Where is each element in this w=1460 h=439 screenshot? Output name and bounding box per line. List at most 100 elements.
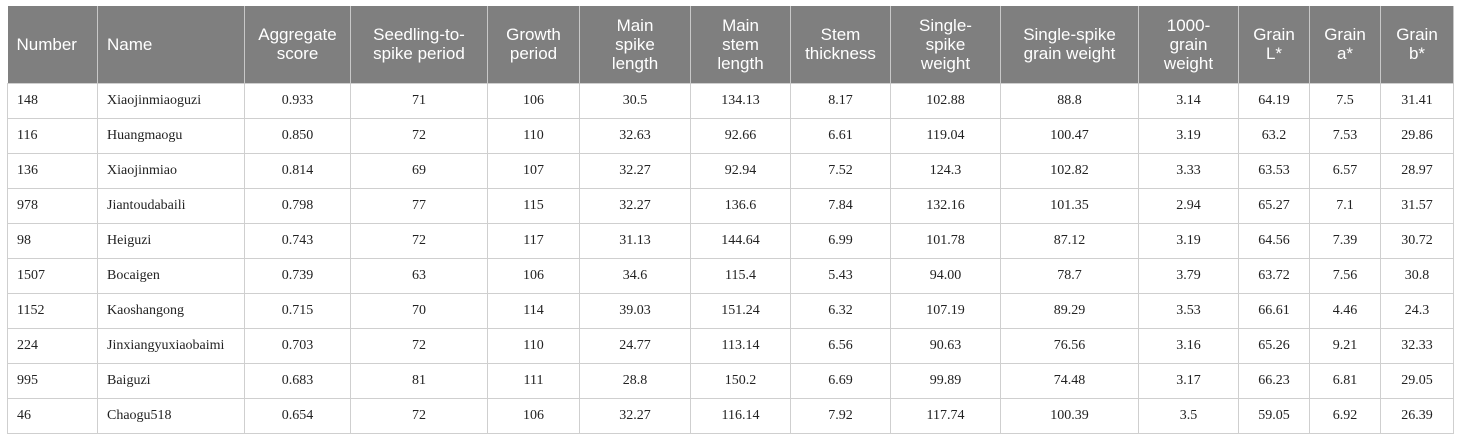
cell-single-spike-grain-weight: 76.56 — [1000, 327, 1139, 364]
cell-grain-l: 65.27 — [1238, 187, 1310, 224]
cell-number: 98 — [7, 222, 98, 259]
cell-main-spike-length: 28.8 — [579, 362, 691, 399]
header-grain-l: Grain L* — [1238, 6, 1310, 83]
cell-name: Xiaojinmiao — [97, 152, 245, 189]
header-main-spike-length: Main spike length — [579, 6, 691, 83]
cell-seedling-to-spike-period: 72 — [350, 222, 488, 259]
cell-grain-b: 29.05 — [1380, 362, 1454, 399]
cell-number: 224 — [7, 327, 98, 364]
header-single-spike-grain-weight: Single-spike grain weight — [1000, 6, 1139, 83]
table-row: 46 Chaogu518 0.654 72 106 32.27 116.14 7.92 117.… — [7, 397, 1454, 434]
cell-seedling-to-spike-period: 70 — [350, 292, 488, 329]
cell-growth-period: 114 — [487, 292, 580, 329]
cell-1000-grain-weight: 3.79 — [1138, 257, 1239, 294]
cell-stem-thickness: 6.56 — [790, 327, 891, 364]
cell-grain-b: 30.8 — [1380, 257, 1454, 294]
cell-main-spike-length: 32.27 — [579, 397, 691, 434]
table-header: Number Name Aggregate score Seedling-to-… — [7, 6, 1454, 83]
cell-aggregate-score: 0.933 — [244, 82, 351, 119]
cell-main-spike-length: 32.63 — [579, 117, 691, 154]
header-grain-a: Grain a* — [1309, 6, 1381, 83]
cell-stem-thickness: 7.52 — [790, 152, 891, 189]
cell-stem-thickness: 7.84 — [790, 187, 891, 224]
cell-aggregate-score: 0.743 — [244, 222, 351, 259]
cell-single-spike-grain-weight: 87.12 — [1000, 222, 1139, 259]
cell-grain-l: 65.26 — [1238, 327, 1310, 364]
cell-1000-grain-weight: 3.19 — [1138, 222, 1239, 259]
cell-1000-grain-weight: 2.94 — [1138, 187, 1239, 224]
cell-1000-grain-weight: 3.16 — [1138, 327, 1239, 364]
cell-aggregate-score: 0.703 — [244, 327, 351, 364]
cell-growth-period: 106 — [487, 257, 580, 294]
cell-number: 148 — [7, 82, 98, 119]
cell-growth-period: 106 — [487, 397, 580, 434]
cell-main-spike-length: 24.77 — [579, 327, 691, 364]
cell-stem-thickness: 8.17 — [790, 82, 891, 119]
cell-single-spike-weight: 99.89 — [890, 362, 1001, 399]
header-name: Name — [97, 6, 245, 83]
cell-main-stem-length: 115.4 — [690, 257, 791, 294]
cell-seedling-to-spike-period: 72 — [350, 327, 488, 364]
cell-aggregate-score: 0.654 — [244, 397, 351, 434]
cell-grain-b: 29.86 — [1380, 117, 1454, 154]
cell-single-spike-weight: 124.3 — [890, 152, 1001, 189]
header-single-spike-weight: Single- spike weight — [890, 6, 1001, 83]
cell-main-stem-length: 150.2 — [690, 362, 791, 399]
cell-stem-thickness: 6.32 — [790, 292, 891, 329]
cell-main-stem-length: 92.94 — [690, 152, 791, 189]
cell-main-spike-length: 39.03 — [579, 292, 691, 329]
cell-grain-a: 9.21 — [1309, 327, 1381, 364]
cell-main-stem-length: 113.14 — [690, 327, 791, 364]
table-body: 148 Xiaojinmiaoguzi 0.933 71 106 30.5 134.13 8.… — [7, 82, 1454, 434]
cell-grain-l: 66.23 — [1238, 362, 1310, 399]
cell-grain-l: 66.61 — [1238, 292, 1310, 329]
cell-single-spike-grain-weight: 101.35 — [1000, 187, 1139, 224]
cell-grain-b: 32.33 — [1380, 327, 1454, 364]
cell-stem-thickness: 7.92 — [790, 397, 891, 434]
table-row: 995 Baiguzi 0.683 81 111 28.8 150.2 6.69 99.89 74… — [7, 362, 1454, 399]
header-aggregate-score: Aggregate score — [244, 6, 351, 83]
cell-single-spike-weight: 94.00 — [890, 257, 1001, 294]
cell-single-spike-weight: 102.88 — [890, 82, 1001, 119]
cell-growth-period: 107 — [487, 152, 580, 189]
cell-name: Bocaigen — [97, 257, 245, 294]
table-row: 148 Xiaojinmiaoguzi 0.933 71 106 30.5 134.13 8.… — [7, 82, 1454, 119]
data-table: Number Name Aggregate score Seedling-to-… — [7, 6, 1454, 434]
cell-main-stem-length: 134.13 — [690, 82, 791, 119]
cell-aggregate-score: 0.715 — [244, 292, 351, 329]
cell-1000-grain-weight: 3.53 — [1138, 292, 1239, 329]
cell-grain-b: 30.72 — [1380, 222, 1454, 259]
cell-name: Baiguzi — [97, 362, 245, 399]
cell-seedling-to-spike-period: 72 — [350, 397, 488, 434]
cell-main-spike-length: 31.13 — [579, 222, 691, 259]
cell-grain-a: 4.46 — [1309, 292, 1381, 329]
cell-grain-l: 63.53 — [1238, 152, 1310, 189]
cell-grain-b: 31.57 — [1380, 187, 1454, 224]
cell-grain-l: 64.56 — [1238, 222, 1310, 259]
cell-aggregate-score: 0.798 — [244, 187, 351, 224]
cell-1000-grain-weight: 3.17 — [1138, 362, 1239, 399]
cell-grain-a: 6.57 — [1309, 152, 1381, 189]
cell-growth-period: 110 — [487, 117, 580, 154]
cell-grain-a: 7.56 — [1309, 257, 1381, 294]
cell-main-stem-length: 144.64 — [690, 222, 791, 259]
table-row: 136 Xiaojinmiao 0.814 69 107 32.27 92.94 7.52 12… — [7, 152, 1454, 189]
cell-grain-b: 24.3 — [1380, 292, 1454, 329]
cell-grain-l: 63.72 — [1238, 257, 1310, 294]
cell-aggregate-score: 0.683 — [244, 362, 351, 399]
cell-grain-l: 63.2 — [1238, 117, 1310, 154]
cell-number: 136 — [7, 152, 98, 189]
header-row: Number Name Aggregate score Seedling-to-… — [7, 6, 1454, 83]
header-growth-period: Growth period — [487, 6, 580, 83]
cell-number: 995 — [7, 362, 98, 399]
cell-single-spike-weight: 107.19 — [890, 292, 1001, 329]
cell-grain-b: 31.41 — [1380, 82, 1454, 119]
cell-single-spike-weight: 119.04 — [890, 117, 1001, 154]
cell-grain-l: 59.05 — [1238, 397, 1310, 434]
cell-grain-l: 64.19 — [1238, 82, 1310, 119]
cell-main-spike-length: 32.27 — [579, 152, 691, 189]
cell-single-spike-grain-weight: 78.7 — [1000, 257, 1139, 294]
cell-stem-thickness: 6.99 — [790, 222, 891, 259]
cell-main-stem-length: 136.6 — [690, 187, 791, 224]
cell-seedling-to-spike-period: 71 — [350, 82, 488, 119]
